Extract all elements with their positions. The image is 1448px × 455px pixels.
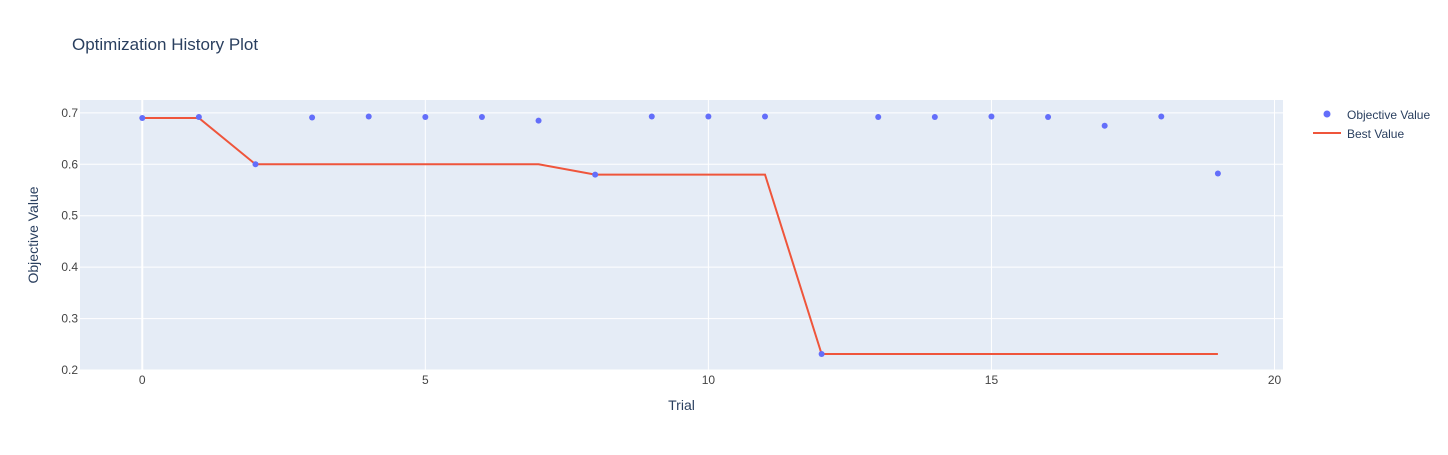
y-axis-title: Objective Value	[25, 186, 41, 283]
objective-value-point[interactable]	[535, 117, 542, 124]
objective-value-point[interactable]	[762, 113, 769, 120]
plot-area	[80, 100, 1283, 370]
legend-marker-icon	[1323, 110, 1331, 118]
objective-value-point[interactable]	[988, 113, 995, 120]
y-tick-label: 0.6	[61, 157, 78, 171]
best-value-series	[142, 117, 1218, 356]
objective-value-point[interactable]	[422, 113, 429, 120]
objective-value-point[interactable]	[875, 113, 882, 120]
objective-value-point[interactable]	[648, 113, 655, 120]
x-tick-label: 10	[702, 373, 716, 387]
objective-value-point[interactable]	[1045, 113, 1052, 120]
objective-value-point[interactable]	[252, 161, 259, 168]
objective-value-point[interactable]	[1214, 170, 1221, 177]
y-tick-label: 0.5	[61, 209, 78, 223]
objective-value-point[interactable]	[195, 113, 202, 120]
y-tick-label: 0.7	[61, 106, 78, 120]
best-value-line	[142, 117, 1218, 356]
objective-value-point[interactable]	[705, 113, 712, 120]
legend-item-objective-value[interactable]: Objective Value	[1323, 108, 1431, 122]
x-tick-label: 20	[1268, 373, 1282, 387]
x-axis-title: Trial	[668, 397, 695, 413]
objective-value-point[interactable]	[1158, 113, 1165, 120]
objective-value-point[interactable]	[365, 113, 372, 120]
x-tick-label: 0	[139, 373, 146, 387]
objective-value-point[interactable]	[818, 351, 825, 358]
legend-label-objective-value: Objective Value	[1347, 108, 1430, 122]
y-tick-label: 0.3	[61, 312, 78, 326]
objective-value-series	[139, 113, 1221, 358]
objective-value-point[interactable]	[592, 171, 599, 178]
objective-value-point[interactable]	[309, 114, 316, 121]
x-tick-label: 5	[422, 373, 429, 387]
legend[interactable]: Objective Value Best Value	[1313, 108, 1430, 141]
objective-value-point[interactable]	[1101, 122, 1108, 129]
objective-value-point[interactable]	[139, 115, 146, 121]
legend-item-best-value[interactable]: Best Value	[1313, 127, 1404, 141]
legend-label-best-value: Best Value	[1347, 127, 1404, 141]
axis-ticks: 0 5 10 15 20 0.2 0.3 0.4 0.5 0.6 0.7	[61, 106, 1281, 387]
objective-value-point[interactable]	[931, 113, 938, 120]
grid-lines	[80, 100, 1283, 371]
x-tick-label: 15	[985, 373, 999, 387]
objective-value-point[interactable]	[478, 113, 485, 120]
chart-title: Optimization History Plot	[72, 35, 258, 54]
y-tick-label: 0.2	[61, 363, 78, 377]
y-tick-label: 0.4	[61, 260, 78, 274]
